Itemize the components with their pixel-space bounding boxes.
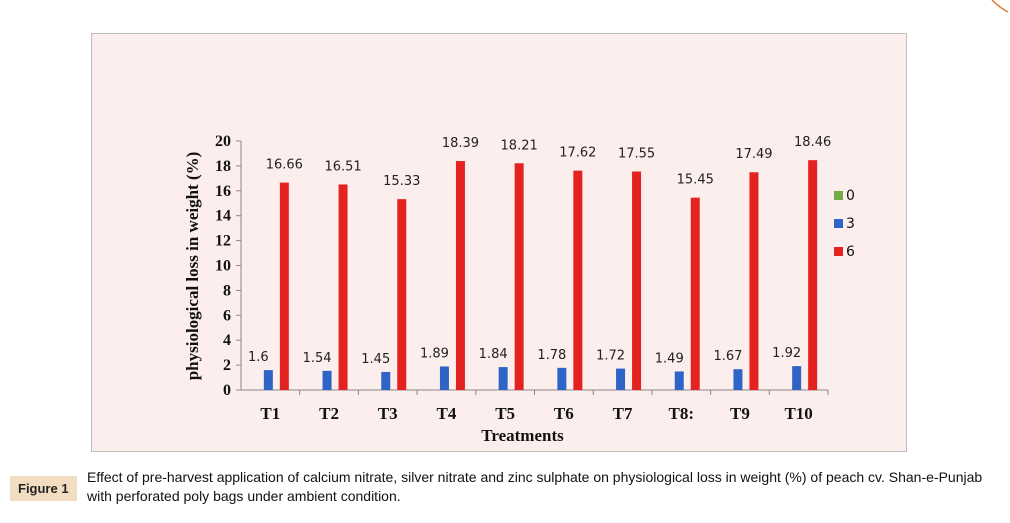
bar-series-6-T3 <box>397 199 407 390</box>
data-label: 1.89 <box>420 346 449 361</box>
legend-label: 0 <box>846 188 855 204</box>
y-tick-label: 14 <box>215 208 231 225</box>
data-label: 16.66 <box>266 158 303 173</box>
data-label: 16.51 <box>324 159 361 174</box>
data-label: 17.62 <box>559 146 596 161</box>
y-tick-label: 8 <box>223 282 231 299</box>
legend-swatch-6 <box>834 247 843 256</box>
y-tick-label: 6 <box>223 307 231 324</box>
y-tick-label: 2 <box>223 357 231 374</box>
y-tick-label: 4 <box>223 332 231 349</box>
bar-series-3-T6 <box>557 367 567 390</box>
corner-arrow-icon <box>991 0 1009 13</box>
y-tick-label: 16 <box>215 183 231 200</box>
bar-series-3-T8: <box>674 371 684 390</box>
data-label: 18.39 <box>442 136 479 151</box>
category-label: T4 <box>437 404 457 423</box>
data-label: 1.49 <box>655 351 684 366</box>
data-labels: 1.6 16.66 1.54 16.51 1.45 15.33 1.89 18.39 1.84 1… <box>248 135 831 367</box>
category-label: T6 <box>554 404 574 423</box>
category-label: T2 <box>319 404 339 423</box>
y-tick-label: 0 <box>223 382 231 399</box>
data-label: 17.49 <box>735 147 772 162</box>
bar-series-6-T2 <box>338 184 348 390</box>
category-label: T5 <box>495 404 515 423</box>
legend: 0 3 6 <box>834 188 855 260</box>
bar-series-6-T7 <box>632 171 642 390</box>
category-label: T7 <box>613 404 633 423</box>
x-tick-labels: T1 T2 T3 T4 T5 T6 T7 T8: T9 T10 <box>260 404 812 423</box>
chart-panel: 0 2 4 6 8 10 12 14 16 18 20 1.6 16.66 1.54 16.51 1.45 1… <box>91 33 907 452</box>
bar-series-3-T5 <box>498 367 508 390</box>
category-label: T8: <box>669 404 695 423</box>
y-tick-label: 18 <box>215 158 231 175</box>
data-label: 18.46 <box>794 135 831 150</box>
bar-series-3-T9 <box>733 369 743 390</box>
bar-series-6-T9 <box>749 172 759 390</box>
bar-series-3-T2 <box>322 370 332 390</box>
bar-series-3-T4 <box>439 366 449 390</box>
y-tick-labels: 0 2 4 6 8 10 12 14 16 18 20 <box>215 133 231 399</box>
bar-series-6-T1 <box>279 182 289 390</box>
legend-swatch-3 <box>834 219 843 228</box>
data-label: 1.84 <box>479 347 508 362</box>
category-label: T1 <box>260 404 280 423</box>
category-label: T3 <box>378 404 398 423</box>
category-label: T9 <box>730 404 750 423</box>
bar-series-6-T4 <box>455 161 465 390</box>
data-label: 18.21 <box>501 138 538 153</box>
y-tick-label: 20 <box>215 133 231 150</box>
data-label: 15.33 <box>383 174 420 189</box>
data-label: 1.92 <box>772 346 801 361</box>
bar-series-6-T5 <box>514 163 524 390</box>
data-label: 1.78 <box>537 348 566 363</box>
data-label: 1.67 <box>713 349 742 364</box>
data-label: 1.54 <box>303 351 332 366</box>
legend-label: 3 <box>846 216 855 232</box>
data-label: 1.45 <box>361 352 390 367</box>
bar-series-3-T3 <box>381 371 391 390</box>
x-axis-title: Treatments <box>481 426 564 445</box>
category-label: T10 <box>784 404 812 423</box>
caption-text: Effect of pre-harvest application of cal… <box>87 469 983 504</box>
y-tick-label: 10 <box>215 258 231 275</box>
legend-swatch-0 <box>834 191 843 200</box>
data-label: 17.55 <box>618 147 655 162</box>
data-label: 15.45 <box>677 173 714 188</box>
bar-series-6-T8: <box>690 197 700 390</box>
bar-series-3-T10 <box>792 366 802 390</box>
bar-series-6-T10 <box>808 160 818 390</box>
bars <box>263 160 818 390</box>
y-axis-title: physiological loss in weight (%) <box>183 152 202 381</box>
figure-label: Figure 1 <box>10 476 77 501</box>
data-label: 1.6 <box>248 350 269 365</box>
bar-series-3-T1 <box>263 370 273 390</box>
legend-label: 6 <box>846 244 855 260</box>
bar-series-3-T7 <box>616 368 626 390</box>
data-label: 1.72 <box>596 349 625 364</box>
bar-series-6-T6 <box>573 170 583 390</box>
y-tick-label: 12 <box>215 233 231 250</box>
